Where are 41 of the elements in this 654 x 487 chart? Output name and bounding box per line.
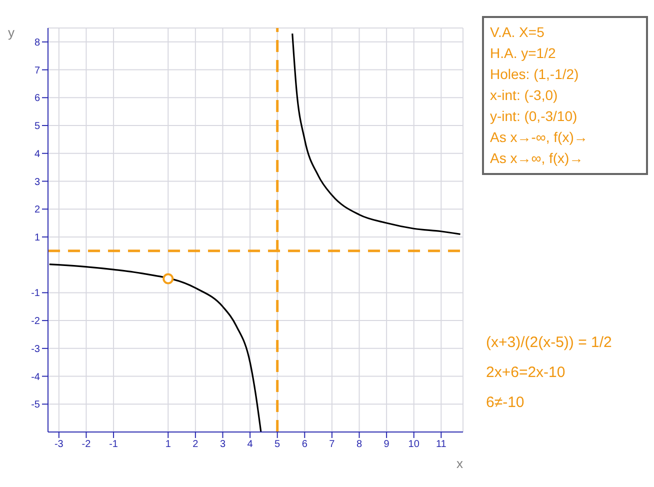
text: V.A. X=5 (490, 23, 546, 42)
y-tick-label: 1 (34, 232, 40, 244)
text: As x→-∞, f(x)→ (490, 128, 589, 147)
y-axis-title: y (8, 25, 15, 40)
x-tick-label: 3 (220, 439, 226, 450)
y-tick-label: -1 (31, 288, 40, 300)
x-tick-label: 1 (165, 439, 172, 450)
y-tick-label: 7 (34, 65, 40, 76)
y-tick-label: 4 (34, 148, 40, 160)
text: x-int: (-3,0) (490, 86, 559, 105)
x-tick-label: 7 (329, 439, 336, 450)
y-tick-label: 3 (34, 176, 40, 188)
x-tick-label: -1 (109, 439, 118, 450)
x-tick-label: 9 (384, 439, 390, 450)
text: y-int: (0,-3/10) (490, 107, 578, 126)
line-series (48, 263, 262, 432)
text: (x+3)/(2(x-5)) = 1/2 (486, 333, 613, 353)
x-tick-label: 6 (302, 439, 308, 450)
text: H.A. y=1/2 (490, 44, 557, 63)
text: 2x+6=2x-10 (486, 363, 566, 383)
x-tick-label: 8 (356, 439, 362, 450)
x-tick-label: 2 (192, 439, 199, 450)
x-axis-title: x (456, 456, 464, 471)
y-tick-label: -5 (31, 400, 40, 411)
y-tick-label: -3 (31, 344, 40, 355)
x-tick-label: 11 (436, 439, 447, 450)
text: As x→∞, f(x)→ (490, 149, 584, 168)
x-tick-label: 10 (408, 439, 420, 450)
y-tick-label: 2 (34, 204, 40, 216)
text: 6≠-10 (486, 393, 526, 413)
x-tick-label: 5 (274, 439, 281, 450)
y-tick-label: -2 (31, 316, 40, 328)
x-tick-label: -2 (82, 439, 92, 450)
x-tick-label: -3 (54, 439, 64, 450)
y-tick-label: 5 (34, 121, 40, 132)
y-tick-label: 6 (34, 93, 40, 104)
text: Holes: (1,-1/2) (490, 65, 580, 84)
y-tick-label: -4 (31, 372, 40, 383)
y-tick-label: 8 (34, 37, 40, 48)
x-tick-label: 4 (247, 439, 254, 450)
line-series (292, 32, 462, 235)
